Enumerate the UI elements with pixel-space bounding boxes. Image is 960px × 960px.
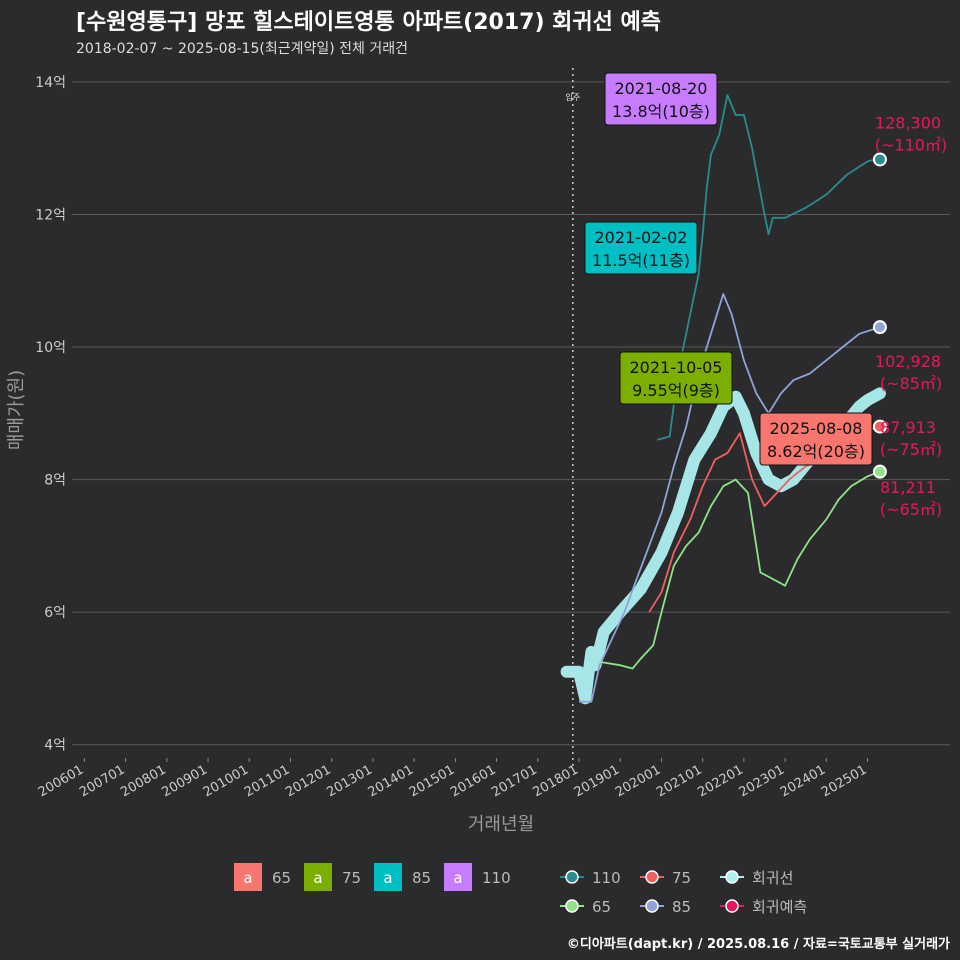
x-tick-label: 201001: [201, 762, 251, 800]
x-tick-label: 202301: [737, 762, 787, 800]
move-in-label: 입주: [565, 93, 580, 102]
legend-label: 85: [412, 869, 431, 887]
legend-label: 회귀예측: [752, 898, 807, 916]
series-line-110: [657, 94, 881, 441]
legend-swatch-glyph: a: [243, 869, 252, 887]
legend-swatch: [234, 863, 262, 891]
prediction-area: (~110㎡): [875, 135, 947, 154]
y-tick-label: 10억: [35, 340, 66, 356]
legend-label: 75: [342, 869, 361, 887]
x-tick-label: 201801: [531, 762, 581, 800]
legend-swatch-glyph: a: [453, 869, 462, 887]
x-tick-label: 201901: [572, 762, 622, 800]
callout-date: 2021-08-20: [615, 79, 708, 98]
legend-label: 110: [482, 869, 511, 887]
x-tick-label: 200701: [77, 762, 127, 800]
callout-date: 2021-10-05: [630, 358, 723, 377]
x-tick-label: 200901: [160, 762, 210, 800]
legend-swatch: [444, 863, 472, 891]
legend-label: 85: [672, 898, 691, 916]
x-tick-label: 202101: [654, 762, 704, 800]
series-endpoint: [872, 419, 887, 434]
x-axis-title: 거래년월: [468, 814, 534, 835]
legend-marker: [565, 870, 579, 884]
legend-label: 75: [672, 869, 691, 887]
callout-box: [584, 221, 698, 275]
legend-swatch: [374, 863, 402, 891]
series-line-65: [599, 470, 881, 670]
x-tick-label: 201401: [366, 762, 416, 800]
callout-box: [759, 412, 873, 466]
x-tick-label: 200601: [36, 762, 86, 800]
y-tick-label: 6억: [44, 605, 66, 621]
x-tick-label: 201701: [489, 762, 539, 800]
legend-label: 110: [592, 869, 621, 887]
callout-value: 11.5억(11층): [592, 251, 690, 270]
prediction-area: (~65㎡): [880, 500, 942, 519]
legend-marker: [565, 899, 579, 913]
x-tick-label: 201301: [324, 762, 374, 800]
legend-swatch: [304, 863, 332, 891]
series-endpoint: [872, 464, 887, 479]
prediction-area: (~85㎡): [880, 374, 942, 393]
x-tick-label: 202001: [613, 762, 663, 800]
x-tick-label: 200801: [118, 762, 168, 800]
x-tick-label: 202201: [695, 762, 745, 800]
prediction-price: 102,928: [875, 352, 941, 371]
prediction-price: 81,211: [880, 478, 936, 497]
legend-swatch-glyph: a: [313, 869, 322, 887]
series-endpoint: [872, 320, 887, 335]
prediction-price: 87,913: [880, 418, 936, 437]
legend-marker: [645, 870, 659, 884]
callout-date: 2021-02-02: [595, 228, 688, 247]
series-endpoint: [872, 152, 887, 167]
legend-label: 회귀선: [752, 869, 793, 887]
callout-date: 2025-08-08: [770, 419, 863, 438]
prediction-price: 128,300: [875, 113, 941, 132]
y-axis-title: 매매가(원): [6, 370, 27, 450]
callout-box: [619, 351, 733, 405]
x-tick-label: 201501: [407, 762, 457, 800]
legend-marker: [725, 899, 739, 913]
legend-marker: [725, 870, 739, 884]
source-caption: ©디아파트(dapt.kr) / 2025.08.16 / 자료=국토교통부 실…: [566, 937, 950, 952]
callout-value: 9.55억(9층): [632, 381, 720, 400]
chart-subtitle: 2018-02-07 ~ 2025-08-15(최근계약일) 전체 거래건: [76, 41, 408, 57]
callout-value: 8.62억(20층): [767, 442, 865, 461]
x-tick-label: 201101: [242, 762, 292, 800]
y-tick-label: 14억: [35, 75, 66, 91]
x-tick-label: 201601: [448, 762, 498, 800]
x-tick-label: 201201: [283, 762, 333, 800]
x-tick-label: 202401: [778, 762, 828, 800]
prediction-area: (~75㎡): [880, 440, 942, 459]
series-line-85: [579, 293, 881, 703]
legend-label: 65: [592, 898, 611, 916]
y-tick-label: 4억: [44, 738, 66, 754]
y-tick-label: 8억: [44, 473, 66, 489]
legend-marker: [645, 899, 659, 913]
y-tick-label: 12억: [35, 207, 66, 223]
legend-swatch-glyph: a: [383, 869, 392, 887]
x-tick-label: 202501: [819, 762, 869, 800]
legend-label: 65: [272, 869, 291, 887]
callout-box: [604, 72, 718, 126]
chart-title: [수원영통구] 망포 힐스테이트영통 아파트(2017) 회귀선 예측: [76, 10, 662, 35]
callout-value: 13.8억(10층): [612, 102, 710, 121]
